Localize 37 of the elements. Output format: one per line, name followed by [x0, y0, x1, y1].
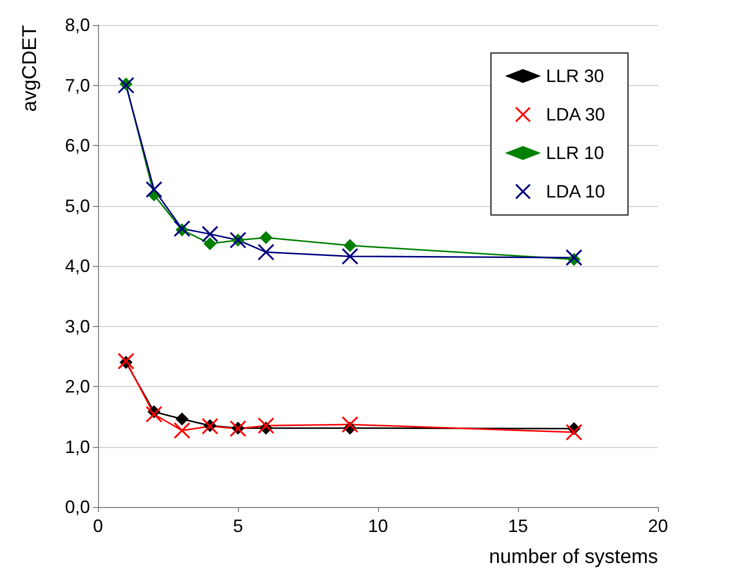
point	[566, 249, 582, 266]
point	[258, 244, 274, 261]
point	[118, 76, 134, 94]
x-tick-label: 5	[232, 516, 244, 536]
legend-label: LDA 10	[546, 182, 606, 202]
x-tick-label: 20	[648, 516, 668, 536]
y-tick-label: 8,0	[64, 15, 90, 35]
point	[118, 352, 134, 370]
legend-label: LLR 30	[546, 66, 604, 86]
x-axis-title: number of systems	[489, 546, 658, 568]
y-axis-title: avgCDET	[19, 25, 41, 112]
point	[258, 417, 274, 434]
point	[342, 416, 358, 433]
point	[174, 220, 190, 238]
y-tick-label: 6,0	[64, 136, 90, 156]
point	[344, 239, 356, 252]
point	[342, 248, 358, 265]
point	[176, 412, 188, 426]
point	[174, 422, 190, 439]
point	[566, 424, 582, 441]
y-tick-label: 2,0	[64, 376, 90, 396]
y-tick-label: 7,0	[64, 75, 90, 96]
y-tick-label: 1,0	[64, 436, 90, 457]
x-tick-label: 0	[92, 516, 104, 536]
x-tick-label: 10	[368, 516, 388, 536]
legend-label: LLR 10	[546, 143, 604, 163]
y-tick-label: 0,0	[64, 497, 90, 517]
y-tick-label: 4,0	[64, 256, 90, 276]
y-tick-label: 3,0	[64, 316, 90, 336]
x-tick-label: 15	[508, 516, 528, 536]
point	[202, 226, 218, 242]
y-tick-label: 5,0	[64, 196, 90, 216]
point	[260, 231, 272, 244]
legend-label: LDA 30	[546, 104, 606, 124]
point	[204, 237, 216, 250]
point	[146, 406, 162, 423]
point	[146, 181, 162, 198]
